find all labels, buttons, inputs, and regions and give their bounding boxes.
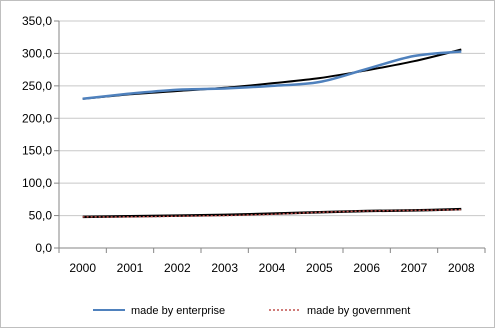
x-tick-label: 2003 <box>211 261 238 275</box>
axes: 0,0 50,0 100,0 150,0 200,0 250,0 300,0 350,0 200… <box>22 14 486 275</box>
data-series <box>82 50 462 218</box>
y-tick-label: 150,0 <box>22 144 52 158</box>
series-line-government <box>82 208 462 218</box>
y-tick-label: 300,0 <box>22 46 52 60</box>
x-tick-label: 2005 <box>306 261 333 275</box>
x-tick-label: 2001 <box>117 261 144 275</box>
x-tick-label: 2007 <box>401 261 428 275</box>
y-tick-label: 200,0 <box>22 111 52 125</box>
legend: made by enterprise made by government <box>93 305 410 317</box>
legend-label-government: made by government <box>307 305 410 317</box>
y-tick-label: 250,0 <box>22 79 52 93</box>
y-tick-label: 50,0 <box>29 209 53 223</box>
gridlines <box>59 20 485 217</box>
y-tick-label: 100,0 <box>22 176 52 190</box>
series-line-enterprise <box>82 50 462 101</box>
x-tick-label: 2008 <box>448 261 475 275</box>
x-tick-label: 2006 <box>353 261 380 275</box>
y-tick-label: 350,0 <box>22 14 52 28</box>
y-tick-label: 0,0 <box>35 241 52 255</box>
trendlines <box>82 48 462 219</box>
x-tick-label: 2002 <box>164 261 191 275</box>
x-tick-label: 2004 <box>259 261 286 275</box>
legend-label-enterprise: made by enterprise <box>131 305 225 317</box>
x-tick-label: 2000 <box>69 261 96 275</box>
